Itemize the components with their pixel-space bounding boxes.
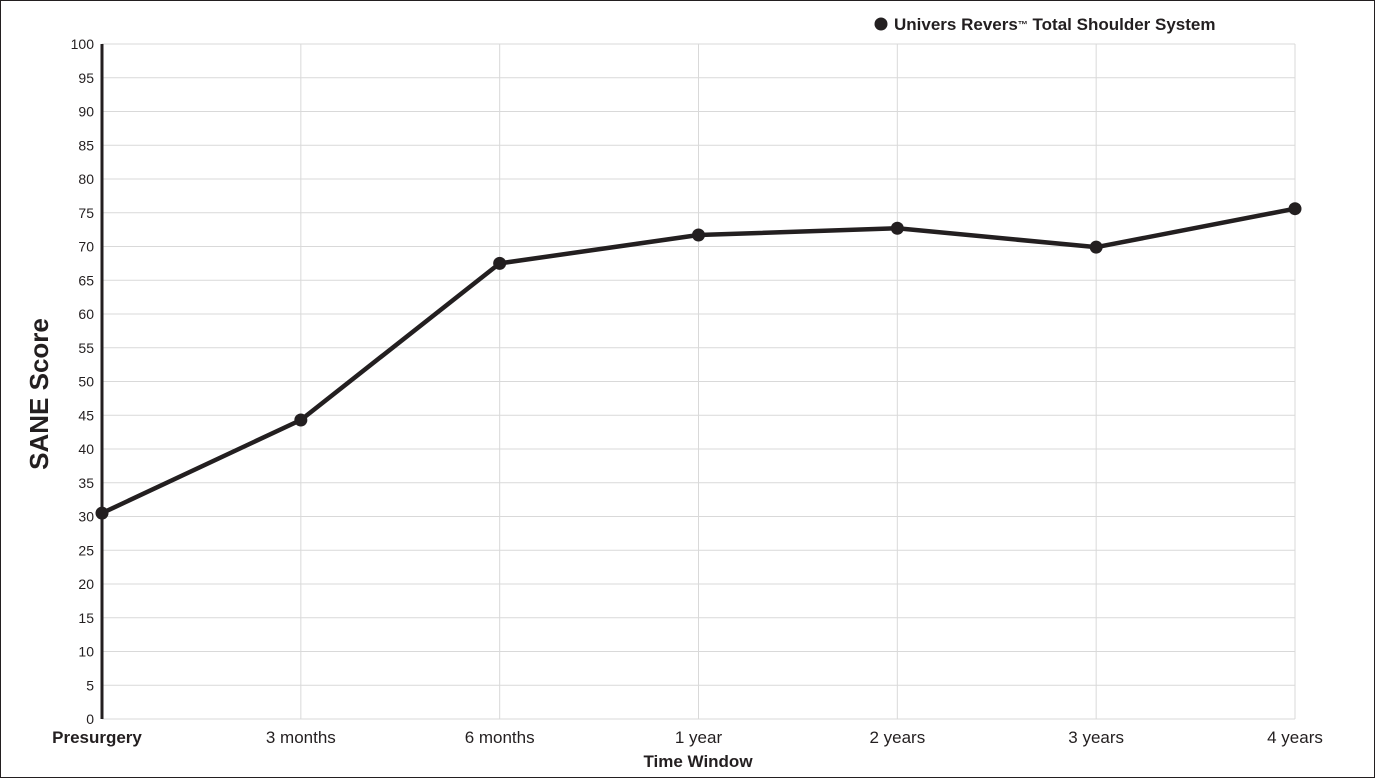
y-tick-label: 20 [78, 576, 94, 592]
x-tick-label: 4 years [1267, 728, 1323, 747]
x-tick-label: 2 years [869, 728, 925, 747]
y-tick-label: 0 [86, 711, 94, 727]
x-axis-title: Time Window [643, 752, 753, 771]
y-tick-label: 65 [78, 272, 94, 288]
y-tick-label: 25 [78, 542, 94, 558]
y-tick-label: 100 [71, 36, 95, 52]
x-tick-label: 1 year [675, 728, 723, 747]
y-tick-label: 95 [78, 70, 94, 86]
data-point-4 [890, 221, 904, 235]
data-point-1 [294, 413, 308, 427]
y-tick-label: 15 [78, 610, 94, 626]
legend-trademark: ™ [1018, 20, 1028, 31]
x-tick-label: 3 years [1068, 728, 1124, 747]
y-tick-label: 80 [78, 171, 94, 187]
x-tick-label: 6 months [465, 728, 535, 747]
y-tick-label: 5 [86, 677, 94, 693]
data-point-0 [95, 506, 109, 520]
data-point-2 [493, 256, 507, 270]
legend-series-name: Univers Revers [894, 15, 1018, 34]
legend-marker [874, 17, 888, 31]
y-tick-label: 40 [78, 441, 94, 457]
data-point-5 [1089, 240, 1103, 254]
y-tick-label: 45 [78, 407, 94, 423]
y-axis-title: SANE Score [24, 318, 54, 470]
y-tick-label: 85 [78, 137, 94, 153]
y-tick-label: 90 [78, 104, 94, 120]
y-tick-label: 75 [78, 205, 94, 221]
y-tick-label: 35 [78, 475, 94, 491]
legend-label: Univers Revers™ Total Shoulder System [894, 15, 1215, 34]
data-point-3 [692, 228, 705, 242]
x-tick-label: 3 months [266, 728, 336, 747]
y-tick-label: 55 [78, 340, 94, 356]
y-tick-label: 70 [78, 239, 94, 255]
legend: Univers Revers™ Total Shoulder System [874, 15, 1215, 34]
x-tick-label: Presurgery [52, 728, 142, 747]
y-tick-label: 60 [78, 306, 94, 322]
data-point-6 [1288, 202, 1302, 216]
y-tick-label: 50 [78, 374, 94, 390]
y-tick-label: 30 [78, 509, 94, 525]
y-tick-label: 10 [78, 644, 94, 660]
legend-series-rest: Total Shoulder System [1028, 15, 1216, 34]
